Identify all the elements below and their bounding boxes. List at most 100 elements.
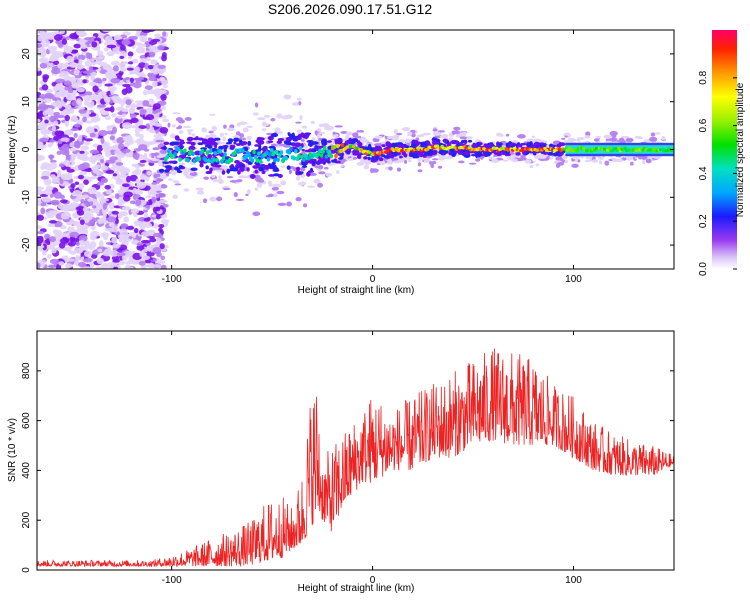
spectrogram-noise-blob xyxy=(81,51,87,55)
spectrogram-scatter-blob xyxy=(184,117,192,121)
spectrogram-noise-blob xyxy=(37,260,47,264)
spectrogram-noise-blob xyxy=(83,200,94,207)
spectrogram-core-blob xyxy=(387,154,395,159)
spectrogram-noise-blob xyxy=(85,120,93,124)
spectrogram-noise-blob xyxy=(133,220,143,227)
spectrogram-scatter-blob xyxy=(298,101,302,106)
spectrogram-noise-blob xyxy=(153,69,159,75)
spectrogram-core-blob xyxy=(301,148,305,152)
spectrogram-scatter-blob xyxy=(155,193,160,199)
spectrogram-noise-blob xyxy=(132,152,140,160)
snr-y-ticks: 0 200 400 600 800 xyxy=(21,362,674,573)
spectrogram-scatter-blob xyxy=(172,194,178,200)
spectrogram-noise-blob xyxy=(37,97,44,105)
spectrogram-noise-blob xyxy=(137,42,143,47)
spectrogram-scatter-blob xyxy=(217,179,224,184)
spectrogram-scatter-blob xyxy=(261,121,267,127)
spectrogram-scatter-blob xyxy=(265,195,271,198)
spectrogram-noise-blob xyxy=(118,213,123,219)
spectrogram-noise-blob xyxy=(145,123,151,130)
snr-x-axis-label: Height of straight line (km) xyxy=(298,583,415,594)
spectrogram-noise-blob xyxy=(60,212,70,220)
spectrogram-scatter-blob xyxy=(593,138,600,142)
spectrogram-noise-blob xyxy=(64,119,70,127)
spectrogram-noise-blob xyxy=(160,264,167,269)
spectrogram-scatter-blob xyxy=(449,133,453,138)
spectrogram-scatter-blob xyxy=(246,125,254,128)
spectrogram-core-blob xyxy=(286,165,291,170)
spectrogram-scatter-blob xyxy=(172,180,180,184)
spectrogram-core-blob xyxy=(410,153,416,158)
spectrogram-scatter-blob xyxy=(498,133,504,137)
spectrogram-noise-blob xyxy=(148,230,155,237)
spectrogram-noise-blob xyxy=(84,138,93,142)
spectrogram-core-blob xyxy=(277,137,285,142)
spectrogram-noise-blob xyxy=(120,223,129,229)
spectrogram-scatter-blob xyxy=(620,135,630,139)
spectrogram-core-blob xyxy=(164,165,173,169)
spectrogram-ridge-spot xyxy=(318,148,322,154)
spectrogram-noise-blob xyxy=(103,234,109,241)
spectrogram-core-blob xyxy=(268,163,275,169)
spectrogram-noise-blob xyxy=(49,236,56,243)
spectrogram-noise-blob xyxy=(95,191,102,199)
spectrogram-noise-blob xyxy=(131,239,139,245)
spectrogram-scatter-blob xyxy=(191,133,196,137)
spectrogram-scatter-blob xyxy=(229,180,238,183)
spectrogram-noise-blob xyxy=(54,130,65,137)
spectrogram-core-blob xyxy=(326,140,332,143)
spectrogram-noise-blob xyxy=(44,104,49,110)
spectrogram-noise-blob xyxy=(137,217,146,222)
spectrogram-noise-blob xyxy=(103,94,109,101)
spectrogram-noise-blob xyxy=(134,132,141,138)
spectrogram-noise-blob xyxy=(160,94,167,101)
spectrogram-core-blob xyxy=(467,139,473,143)
spectrogram-noise-blob xyxy=(96,181,104,186)
spectrogram-noise-blob xyxy=(68,62,78,68)
spectrogram-noise-blob xyxy=(59,233,69,238)
spectrogram-noise-blob xyxy=(71,49,79,53)
spectrogram-core-blob xyxy=(258,144,262,150)
spectrogram-ridge-spot xyxy=(322,145,327,151)
spectrogram-scatter-blob xyxy=(363,164,369,170)
spectrogram-scatter-blob xyxy=(178,120,185,124)
spectrogram-noise-blob xyxy=(105,150,112,158)
spectrogram-noise-blob xyxy=(97,82,103,88)
spectrogram-scatter-blob xyxy=(459,136,468,140)
spectrogram-scatter-blob xyxy=(461,131,467,137)
spectrogram-noise-blob xyxy=(122,83,131,88)
spectrogram-noise-blob xyxy=(125,238,132,242)
spectrogram-noise-blob xyxy=(57,170,62,176)
spectrogram-noise-blob xyxy=(106,44,117,49)
spectrogram-noise-blob xyxy=(90,230,100,237)
spectrogram-scatter-blob xyxy=(174,183,182,186)
spectrogram-scatter-blob xyxy=(245,193,249,197)
spectrogram-core-blob xyxy=(321,158,328,162)
spectrogram-noise-blob xyxy=(44,40,51,46)
spectrogram-scatter-blob xyxy=(313,178,321,184)
spectrogram-scatter-blob xyxy=(502,159,509,162)
spectrogram-scatter-blob xyxy=(276,113,283,119)
spectrogram-ridge-spot xyxy=(306,156,311,161)
spectrogram-scatter-blob xyxy=(505,133,510,137)
spectrogram-core-blob xyxy=(520,142,527,146)
spectrogram-noise-blob xyxy=(151,196,157,203)
spectrogram-noise-blob xyxy=(77,54,86,61)
spectrogram-scatter-blob xyxy=(246,189,251,195)
spectrogram-core-blob xyxy=(385,141,391,146)
spectrogram-scatter-blob xyxy=(283,94,292,100)
spectrogram-noise-blob xyxy=(128,35,138,41)
spectrogram-noise-blob xyxy=(130,82,136,87)
spectrogram-scatter-blob xyxy=(178,130,184,135)
spectrogram-noise-blob xyxy=(102,202,107,210)
spectrogram-noise-blob xyxy=(148,51,156,58)
spectrogram-core-blob xyxy=(515,152,521,156)
spectrogram-noise-blob xyxy=(114,149,122,155)
spectrogram-ridge-spot xyxy=(218,149,223,154)
spectrogram-noise-blob xyxy=(41,250,47,256)
snr-panel: -100 0 100 0 200 400 600 800 Height of straigh… xyxy=(7,330,675,594)
spectrogram-noise-blob xyxy=(138,125,147,129)
spectrogram-noise-blob xyxy=(59,30,66,34)
spectrogram-scatter-blob xyxy=(556,161,565,166)
spectrogram-noise-blob xyxy=(91,117,101,122)
